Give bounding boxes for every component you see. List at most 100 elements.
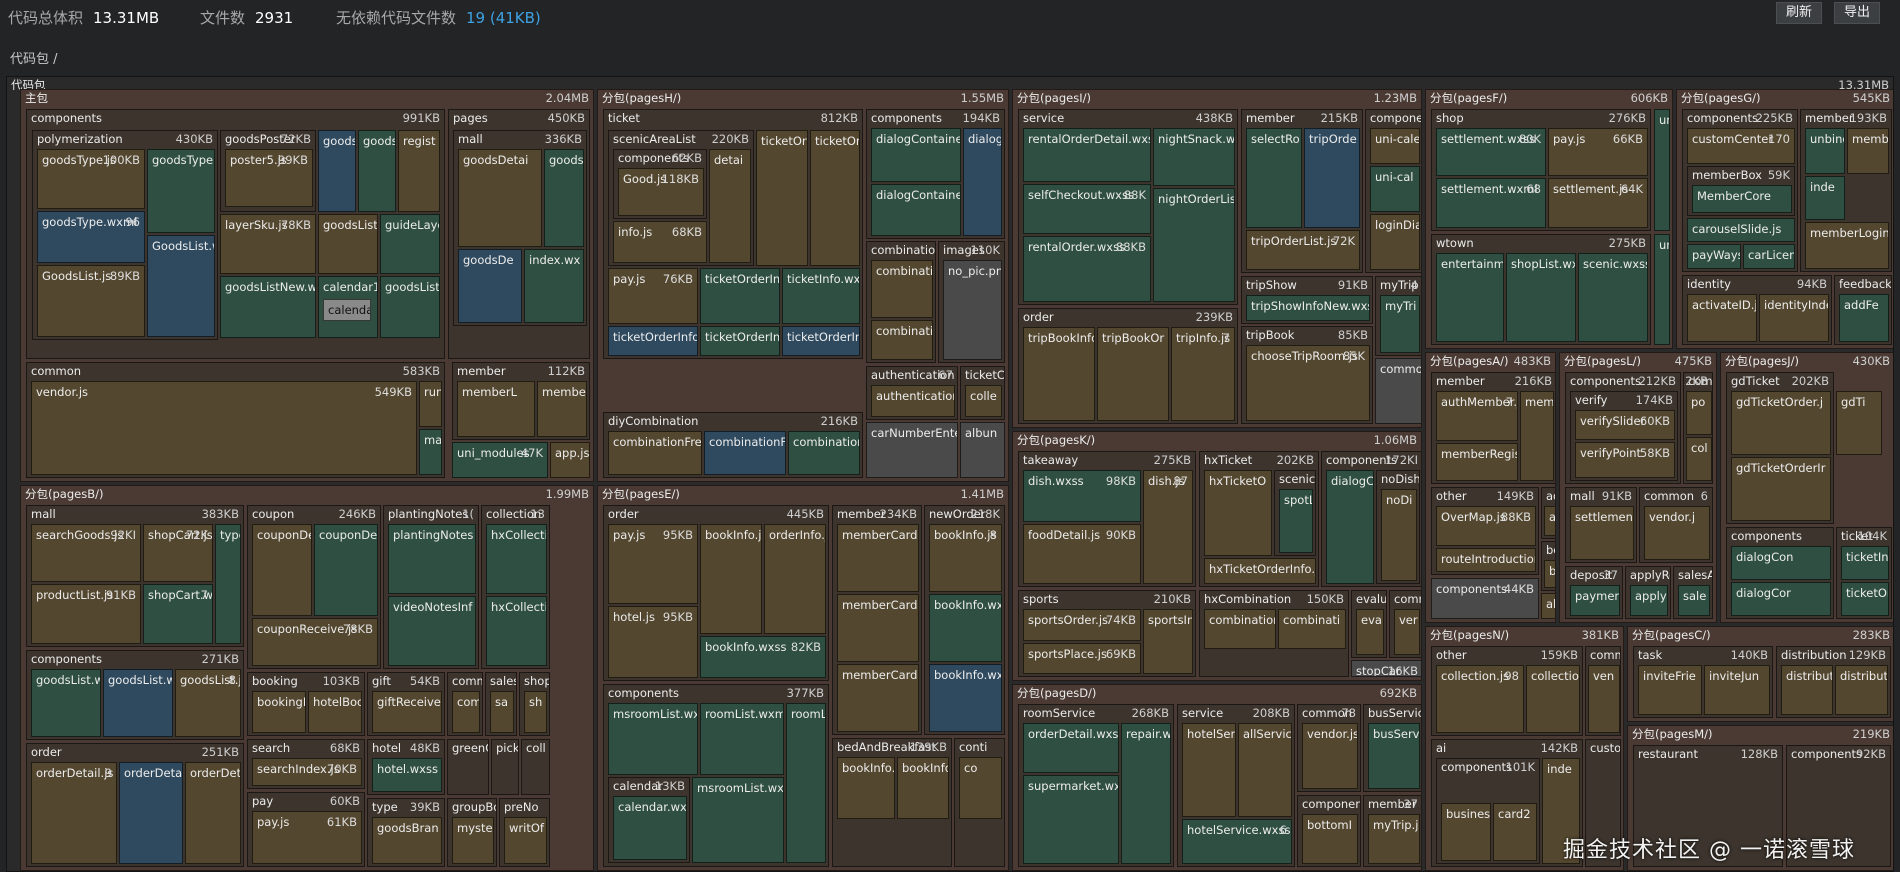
file-settlement-js[interactable]: settlement.js 64K [1548,178,1648,228]
file-co[interactable]: co [959,757,1002,819]
folder-components[interactable]: components 172KI dialogC noDish noDi [1321,451,1421,587]
file-regist[interactable]: regist [398,130,440,212]
package-pagesd[interactable]: 分包(pagesD/) 692KB roomService 268KB orderDet… [1012,684,1422,871]
file-vendor-js[interactable]: vendor.js 549KB [31,381,417,475]
file-poster5-js[interactable]: poster5.js 99KB [225,149,313,207]
file-albun[interactable]: albun [960,422,1005,478]
file-dialogcor[interactable]: dialogCor [1731,582,1831,616]
folder-member[interactable]: member 112KB memberL membe [452,362,590,440]
folder-comm[interactable]: comm com [447,672,483,736]
file-info-js[interactable]: info.js 68KB [613,221,707,263]
file-run[interactable]: run [419,381,442,427]
file-membercore[interactable]: MemberCore [1692,185,1792,213]
file-couponde[interactable]: couponDe [314,524,378,616]
folder-mall[interactable]: mall 91KB settlement.js [1565,487,1637,563]
file-combination[interactable]: combination [788,431,860,475]
file-invitefrie[interactable]: inviteFrie [1638,665,1702,715]
folder-gdticket[interactable]: gdTicket 202KB gdTicketOrder.j gdTicketOrde… [1726,372,1834,524]
folder-greencl[interactable]: greenCl [447,739,489,795]
folder-groupbo[interactable]: groupBo mystery [447,798,497,867]
folder-components[interactable]: components 92KB [1786,745,1891,867]
file-bookinfo-js[interactable]: bookInfo.js [837,757,895,819]
file-msroomlist-wx[interactable]: msroomList.wx [692,777,784,863]
file-calendar1[interactable]: calendar1 calenda [318,276,378,338]
folder-components[interactable]: components dialogCon dialogCor [1726,527,1834,619]
package-root-item[interactable]: 代码包 13.31MB 主包 2.04MB components 991KB polymer… [6,76,1894,872]
file-bookingi[interactable]: bookingI [252,691,306,733]
file-membercard[interactable]: memberCard [837,594,919,662]
file-bookinfo[interactable]: bookInfo. [897,757,949,819]
file-combinationfr[interactable]: combinationFr [704,431,786,475]
file-selfcheckout-wxss[interactable]: selfCheckout.wxss 88K [1023,184,1151,234]
file-busserv[interactable]: busServ [1368,723,1420,789]
file-add[interactable]: add [1544,506,1555,536]
file-pay-js[interactable]: pay.js 76KB [608,268,698,324]
file-payways[interactable]: payWays [1687,244,1741,269]
file-paymen[interactable]: paymen [1570,585,1620,616]
folder-pick[interactable]: pick [491,739,519,795]
file-dialogc[interactable]: dialogC [1326,470,1374,584]
file-overmap-js[interactable]: OverMap.js 88KB [1436,506,1536,546]
file-settlement-wxml[interactable]: settlement.wxml 68 [1436,178,1546,228]
file-mystery[interactable]: mystery [452,817,494,864]
package-pagesi[interactable]: 分包(pagesI/) 1.23MB service 438KB rentalOrder… [1012,89,1422,428]
folder-conti[interactable]: conti co [954,738,1005,867]
file-shopcart-js[interactable]: shopCart.js 72K [143,524,213,582]
folder-ai[interactable]: ai142KBcomponents101Kbusinesscard2inde [1431,739,1583,867]
file-nightorderlis[interactable]: nightOrderLis [1153,188,1235,302]
file-ma[interactable]: ma [419,429,442,475]
folder-member[interactable]: member 215KB selectRo tripOrde tripOrderList… [1241,109,1363,273]
file-triporde[interactable]: tripOrde [1304,128,1360,228]
file-carlicen[interactable]: carLicen [1743,244,1795,269]
file-guidelaye[interactable]: guideLaye [380,214,440,274]
folder-tripbook[interactable]: tripBook 85KB chooseTripRoom.js 85K [1241,326,1373,424]
file-sale[interactable]: sale [1678,585,1710,616]
file-membercard[interactable]: memberCard [837,524,919,592]
package-item[interactable]: 主包 2.04MB components 991KB polymerization 430… [20,89,594,482]
file-ticketorderinf[interactable]: ticketOrderInf [700,326,780,356]
file-gdticketorderir[interactable]: gdTicketOrderIr [1731,457,1831,521]
file-inde[interactable]: inde [1805,176,1845,220]
file-choosetriproom-js[interactable]: chooseTripRoom.js 85K [1246,345,1370,421]
file-rooml[interactable]: roomL [786,703,826,863]
file-good-js[interactable]: Good.js 118KB [618,168,704,216]
folder-images[interactable]: images 110K no_pic.pn [938,241,1005,363]
file-logindial[interactable]: loginDial [1370,214,1420,270]
folder-common[interactable]: common 78 vendor.js [1297,704,1361,792]
file-distribut[interactable]: distribut [1835,665,1888,715]
file-goodslist[interactable]: goodsList [318,214,378,274]
breadcrumb[interactable]: 代码包 / [10,52,58,67]
file-nodi[interactable]: noDi [1381,489,1417,581]
file-orderdetail-w[interactable]: orderDetail.w [119,762,183,864]
file-collectio[interactable]: collectio [1526,665,1580,733]
file-business[interactable]: business [1441,803,1491,861]
folder-mall[interactable]: mall 383KB searchGoods.js 92KI shopCart.js 72… [26,505,244,647]
folder-components[interactable]: components 377KB msroomList.wxss roomList.w… [603,684,829,867]
file-gdti[interactable]: gdTi [1836,391,1882,455]
file-po[interactable]: po [1686,391,1712,435]
folder-components[interactable]: components 62KB Good.js 118KB [613,149,707,219]
file-no-pic-pn[interactable]: no_pic.pn [943,260,1002,360]
folder-task[interactable]: task 140KB inviteFrie inviteJun [1633,646,1773,718]
file-orderdetail-wxss[interactable]: orderDetail.wxss [1023,723,1119,773]
file-bookinfo-js[interactable]: bookInfo.js [700,524,762,634]
file-memberl[interactable]: memberL [457,381,535,437]
file-goodslist-w[interactable]: GoodsList.w [147,235,215,337]
folder-feedback[interactable]: feedback addFe [1834,275,1892,345]
folder-components[interactable]: components 225KB customCenter 170 memberBox 5… [1682,109,1798,272]
folder-goodsposter[interactable]: goodsPoster 72KB poster5.js 99KB [220,130,316,212]
file-detai[interactable]: detai [709,149,751,263]
package-pagesl[interactable]: 分包(pagesL/) 475KB components 212KB verify 174… [1559,352,1717,623]
file-goodslist-js[interactable]: GoodsList.js 89KB [37,265,145,337]
file-sportsorder-js[interactable]: sportsOrder.js 74KB [1023,609,1141,641]
folder-components[interactable]: components 194KB dialogContaine dialog dialo… [866,109,1005,239]
file-rentalorderdetail-wxss[interactable]: rentalOrderDetail.wxss [1023,128,1151,182]
file-goodslist-wx[interactable]: goodsList.wx [103,669,173,737]
file-memberregister[interactable]: memberRegister [1436,443,1518,481]
folder-diycombination[interactable]: diyCombination 216KB combinationFree combin… [603,412,863,478]
file-writof[interactable]: writOf [504,817,547,864]
file-couponreceive-js[interactable]: couponReceive.js 78KB [252,618,378,666]
